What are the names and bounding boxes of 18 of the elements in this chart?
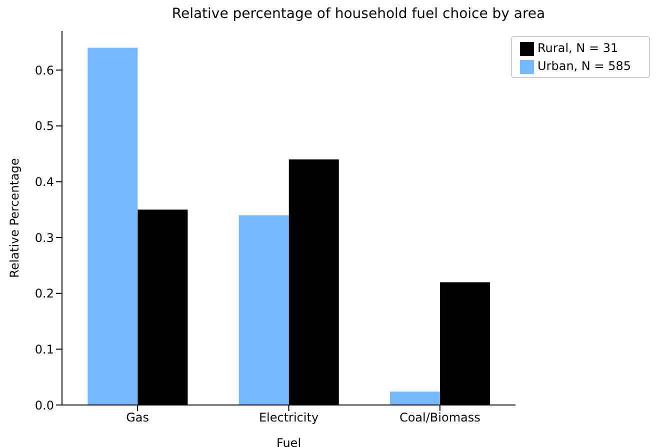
y-tick-label: 0.2 [34, 286, 54, 301]
y-tick-label: 0.0 [34, 398, 54, 412]
x-tick-label: Coal/Biomass [399, 410, 480, 425]
y-tick-label: 0.5 [34, 119, 54, 134]
legend-label: Urban, N = 585 [538, 59, 631, 73]
bar [88, 48, 138, 405]
y-tick-label: 0.1 [34, 342, 54, 356]
x-axis-title: Fuel [276, 436, 302, 447]
y-axis-title: Relative Percentage [7, 158, 22, 278]
y-tick-label: 0.3 [34, 230, 54, 245]
bar [238, 215, 289, 405]
y-tick-label: 0.4 [34, 174, 54, 189]
chart-title: Relative percentage of household fuel choice by area [170, 6, 546, 22]
bar [390, 392, 440, 405]
x-tick-label: Gas [126, 410, 150, 425]
x-tick-label: Electricity [258, 410, 319, 425]
y-tick-label: 0.6 [34, 63, 54, 78]
legend-label: Rural, N = 31 [538, 41, 618, 55]
